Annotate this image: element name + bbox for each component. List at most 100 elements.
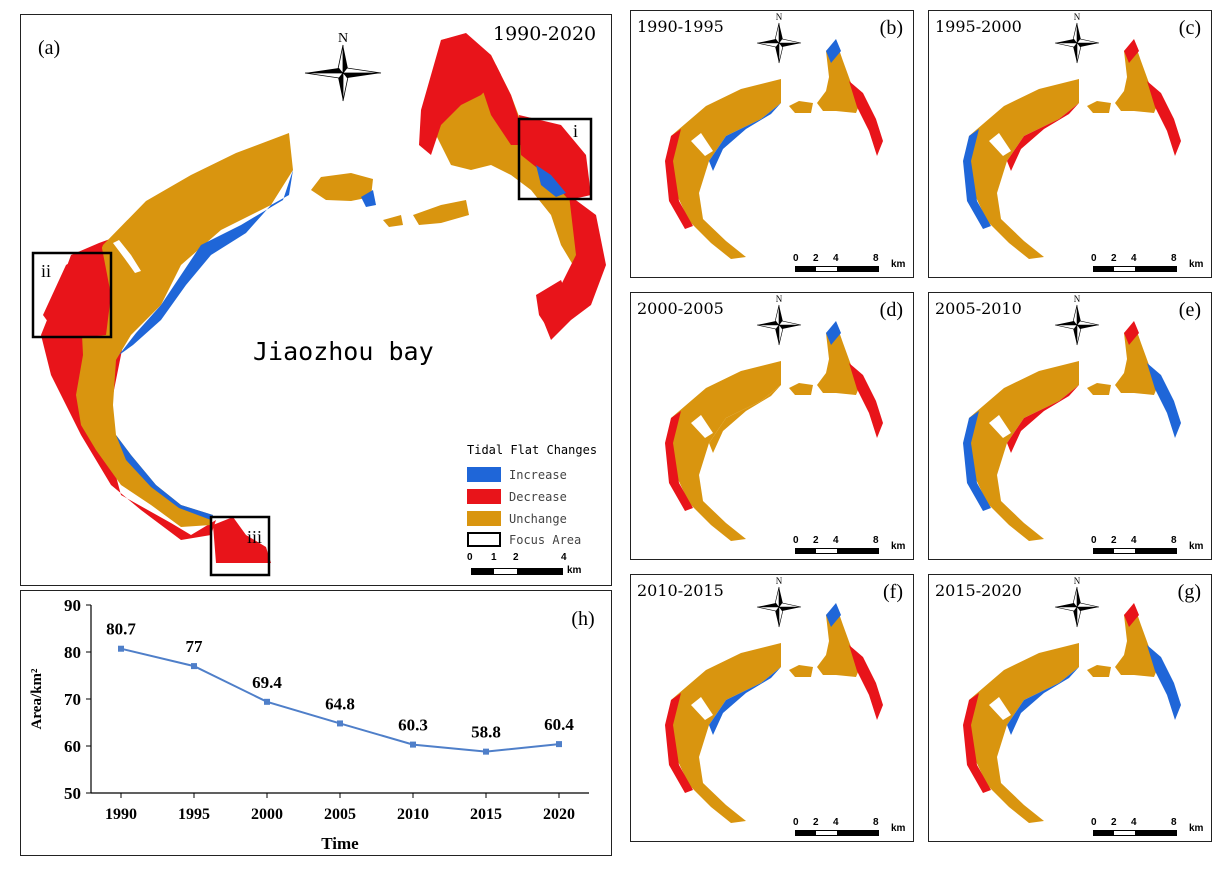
- small-scale-tick-0: 0: [793, 253, 799, 264]
- area-data-label: 80.7: [106, 620, 136, 639]
- change-map-panel-3: 2000-2005 (d) N 0 2 4 8 km: [630, 292, 914, 560]
- panel-label-h: (h): [571, 608, 594, 630]
- small-scale-tick-0: 0: [1091, 817, 1097, 828]
- x-tick-label: 2010: [397, 806, 429, 823]
- small-scale-unit: km: [1189, 541, 1204, 552]
- small-scale-tick-3: 8: [873, 253, 879, 264]
- small-scale-labels: 0 2 4 8 km: [1091, 817, 1203, 834]
- area-data-label: 60.4: [544, 715, 574, 734]
- change-map-panel-2: 1995-2000 (c) N 0 2 4 8 km: [928, 10, 1212, 278]
- small-scale-bar: [1093, 266, 1177, 272]
- small-panel-label: (e): [1178, 299, 1201, 321]
- north-letter: N: [338, 31, 348, 46]
- main-scale-unit: km: [567, 565, 582, 576]
- area-data-point: [410, 741, 416, 748]
- small-scale-unit: km: [891, 259, 906, 270]
- small-scale-labels: 0 2 4 8 km: [793, 817, 905, 834]
- small-north-arrow-icon: N: [1054, 576, 1100, 628]
- main-scale-bar: [471, 568, 563, 575]
- small-period-label: 1995-2000: [935, 17, 1022, 36]
- small-north-letter: N: [776, 576, 783, 586]
- north-arrow-icon: N: [304, 31, 382, 102]
- small-north-letter: N: [1074, 576, 1081, 586]
- y-tick-label: 80: [64, 643, 81, 662]
- small-period-label: 2015-2020: [935, 581, 1022, 600]
- small-scale-tick-0: 0: [1091, 253, 1097, 264]
- small-scale-tick-3: 8: [873, 535, 879, 546]
- legend-item-increase: Increase: [467, 467, 567, 482]
- y-tick-label: 50: [64, 784, 81, 803]
- small-change-map: [963, 321, 1181, 541]
- small-north-arrow-icon: N: [1054, 294, 1100, 346]
- area-data-label: 64.8: [325, 694, 355, 713]
- legend-label-decrease: Decrease: [509, 489, 567, 504]
- ne-decrease: [419, 33, 501, 155]
- x-axis-title: Time: [321, 834, 359, 853]
- small-scale-unit: km: [891, 541, 906, 552]
- small-scale-tick-1: 2: [813, 535, 819, 546]
- area-chart-panel: 50 60 70 80 90 1990 1995 2000 2005 2010 2015 2020 80…: [20, 590, 612, 856]
- legend-label-increase: Increase: [509, 467, 567, 482]
- legend-swatch-focus: [467, 532, 501, 547]
- small-north-letter: N: [776, 294, 783, 304]
- small-scale-tick-2: 4: [1131, 817, 1137, 828]
- small-scale-tick-1: 2: [813, 817, 819, 828]
- small-scale-bar: [1093, 830, 1177, 836]
- main-scale-tick-1: 1: [491, 552, 497, 563]
- small-panel-label: (f): [883, 581, 903, 603]
- focus-box-ii: [31, 251, 113, 339]
- legend-item-focus: Focus Area: [467, 532, 581, 547]
- decrease-area-ii: [43, 243, 111, 340]
- legend-swatch-decrease: [467, 489, 501, 504]
- coast-increase-inner: [119, 170, 293, 355]
- decrease-area-iii: [213, 517, 271, 563]
- east-decrease-2: [536, 280, 571, 333]
- legend-item-unchange: Unchange: [467, 511, 567, 526]
- central-flat-3: [383, 215, 403, 227]
- coast-unchange-main: [76, 133, 293, 527]
- small-scale-tick-3: 8: [873, 817, 879, 828]
- x-tick-label: 2015: [470, 806, 502, 823]
- change-map-panel-4: 2005-2010 (e) N 0 2 4 8 km: [928, 292, 1212, 560]
- small-change-map: [665, 321, 883, 541]
- focus-i-increase: [536, 165, 566, 197]
- x-tick-label: 1995: [178, 806, 210, 823]
- small-scale-labels: 0 2 4 8 km: [793, 253, 905, 270]
- small-period-label: 2005-2010: [935, 299, 1022, 318]
- focus-label-ii: ii: [41, 261, 51, 281]
- small-north-arrow-icon: N: [756, 294, 802, 346]
- small-change-map: [963, 39, 1181, 259]
- small-north-arrow-icon: N: [1054, 12, 1100, 64]
- small-scale-tick-2: 4: [833, 253, 839, 264]
- small-scale-labels: 0 2 4 8 km: [793, 535, 905, 552]
- x-tick-label: 1990: [105, 806, 137, 823]
- area-data-label: 58.8: [471, 723, 501, 742]
- focus-label-i: i: [573, 121, 578, 141]
- focus-box-iii: [209, 515, 271, 577]
- y-tick-label: 70: [64, 690, 81, 709]
- small-scale-tick-1: 2: [1111, 535, 1117, 546]
- area-data-point: [337, 720, 343, 727]
- small-scale-tick-3: 8: [1171, 253, 1177, 264]
- x-tick-label: 2005: [324, 806, 356, 823]
- x-tick-label: 2000: [251, 806, 283, 823]
- area-line-chart: 50 60 70 80 90 1990 1995 2000 2005 2010 2015 2020 80…: [29, 596, 595, 853]
- small-north-letter: N: [776, 12, 783, 22]
- small-scale-labels: 0 2 4 8 km: [1091, 535, 1203, 552]
- small-scale-tick-2: 4: [1131, 535, 1137, 546]
- small-period-label: 1990-1995: [637, 17, 724, 36]
- small-scale-bar: [795, 266, 879, 272]
- small-scale-bar: [795, 548, 879, 554]
- area-data-point: [118, 645, 124, 652]
- y-tick-label: 90: [64, 596, 81, 615]
- small-scale-tick-0: 0: [1091, 535, 1097, 546]
- legend-swatch-increase: [467, 467, 501, 482]
- legend-label-focus: Focus Area: [509, 532, 582, 547]
- small-north-letter: N: [1074, 12, 1081, 22]
- ne-decrease-2: [476, 65, 531, 145]
- area-data-label: 77: [186, 637, 204, 656]
- small-scale-bar: [795, 830, 879, 836]
- small-scale-tick-0: 0: [793, 817, 799, 828]
- small-scale-tick-1: 2: [1111, 817, 1117, 828]
- small-change-map: [665, 39, 883, 259]
